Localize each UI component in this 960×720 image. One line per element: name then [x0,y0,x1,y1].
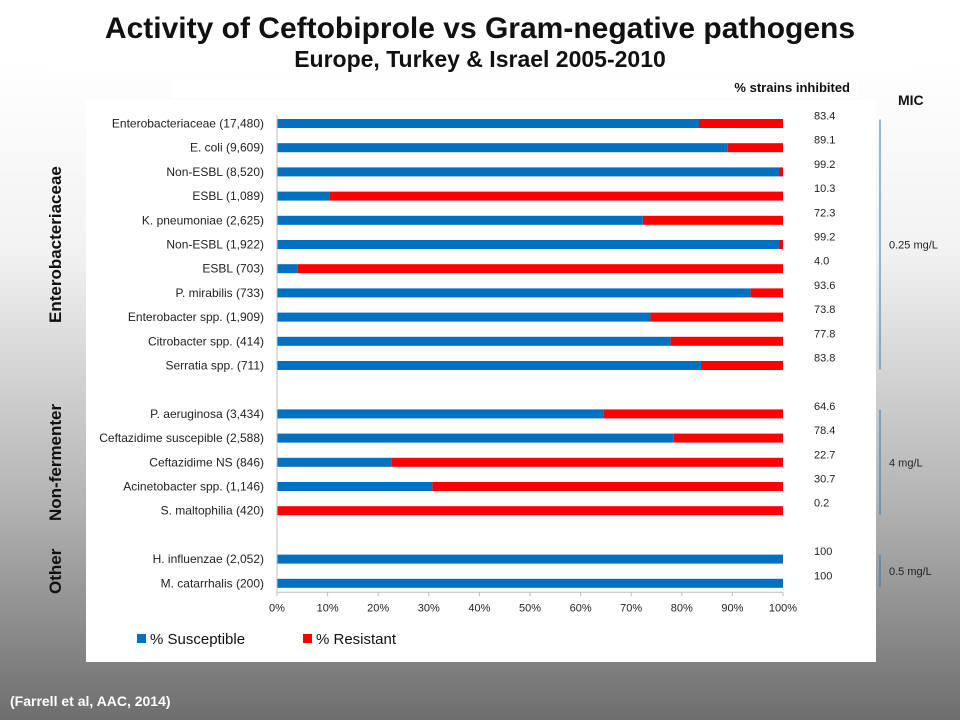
bar-susceptible [277,312,651,322]
source-citation: (Farrell et al, AAC, 2014) [10,693,171,709]
group-label: Other [46,548,65,594]
legend-label-susceptible: % Susceptible [150,631,245,648]
group-label: Non-fermenter [46,403,65,521]
value-label: 4.0 [814,256,829,268]
mic-label: 4 mg/L [889,457,923,469]
category-label: Enterobacteriaceae (17,480) [112,117,264,131]
bar-resistant [391,457,783,467]
category-label: E. coli (9,609) [190,141,264,155]
bar-susceptible [277,457,392,467]
bar-susceptible [277,578,783,588]
bar-resistant [750,288,783,298]
bar-resistant [727,143,783,153]
header-strip: % strains inhibited [172,78,858,98]
bar-susceptible [277,167,779,177]
bar-susceptible [277,143,728,153]
value-label: 83.4 [814,111,835,123]
bar-resistant [778,167,783,177]
x-tick-label: 50% [519,602,541,614]
bar-susceptible [277,288,751,298]
value-label: 99.2 [814,159,835,171]
bar-resistant [603,409,783,419]
bar-susceptible [277,482,433,491]
category-label: Non-ESBL (8,520) [166,165,264,179]
x-tick-label: 40% [468,602,490,614]
bar-susceptible [277,409,604,419]
bar-susceptible [277,554,783,564]
bar-resistant [432,482,783,491]
bar-susceptible [277,215,643,225]
pct-inhibited-header: % strains inhibited [734,80,850,95]
bar-resistant [650,312,783,322]
bar-susceptible [277,119,700,128]
mic-label: 0.25 mg/L [889,240,938,252]
value-label: 30.7 [814,474,835,486]
group-label: Enterobacteriaceae [46,166,65,323]
x-tick-label: 70% [620,602,642,614]
bar-resistant [673,433,783,443]
value-label: 0.2 [814,498,829,510]
category-label: Non-ESBL (1,922) [166,238,264,252]
x-tick-label: 60% [570,602,592,614]
bar-susceptible [277,264,298,274]
value-label: 89.1 [814,135,835,147]
value-label: 83.8 [814,353,835,365]
value-label: 99.2 [814,232,835,244]
mic-label: 0.5 mg/L [889,566,932,578]
category-label: Ceftazidime NS (846) [149,455,264,469]
category-label: Citrobacter spp. (414) [148,334,264,348]
x-tick-label: 10% [317,602,339,614]
category-label: M. catarrhalis (200) [161,576,264,590]
bar-resistant [701,361,783,370]
mic-header: MIC [898,92,924,108]
category-label: ESBL (1,089) [192,189,264,203]
value-label: 78.4 [814,425,835,437]
category-label: Serratia spp. (711) [166,359,265,373]
category-label: Acinetobacter spp. (1,146) [123,480,264,494]
category-label: K. pneumoniae (2,625) [142,213,264,227]
x-tick-label: 0% [269,602,285,614]
category-label: H. influenzae (2,052) [153,552,264,566]
value-label: 100 [814,570,832,582]
value-label: 100 [814,546,832,558]
x-tick-label: 90% [721,602,743,614]
bar-resistant [297,264,783,274]
bar-susceptible [277,361,702,370]
x-tick-label: 30% [418,602,440,614]
legend-label-resistant: % Resistant [316,631,397,648]
bar-resistant [278,506,783,516]
x-tick-label: 100% [769,602,797,614]
category-label: Ceftazidime suscepible (2,588) [99,431,264,445]
category-label: ESBL (703) [202,262,264,276]
bar-susceptible [277,336,671,346]
value-label: 73.8 [814,304,835,316]
chart-subtitle: Europe, Turkey & Israel 2005-2010 [294,46,666,72]
value-label: 93.6 [814,280,835,292]
category-label: Enterobacter spp. (1,909) [128,310,264,324]
value-label: 22.7 [814,449,835,461]
title-box: Activity of Ceftobiprole vs Gram-negativ… [48,4,912,74]
value-label: 64.6 [814,401,835,413]
value-label: 10.3 [814,183,835,195]
category-label: S. maltophilia (420) [161,504,264,518]
bar-resistant [642,215,783,225]
chart-title: Activity of Ceftobiprole vs Gram-negativ… [104,12,856,45]
bar-resistant [329,191,783,201]
value-label: 77.8 [814,328,835,340]
bar-susceptible [277,506,279,516]
category-label: P. mirabilis (733) [176,286,264,300]
bar-susceptible [277,433,674,443]
bar-resistant [670,336,783,346]
legend-swatch-resistant [303,634,312,643]
legend-swatch-susceptible [137,634,146,643]
x-tick-label: 20% [367,602,389,614]
value-label: 72.3 [814,207,835,219]
category-label: P. aeruginosa (3,434) [150,407,264,421]
bar-resistant [699,119,783,128]
bar-susceptible [277,191,330,201]
bar-resistant [778,240,783,249]
bar-susceptible [277,240,779,249]
x-tick-label: 80% [671,602,693,614]
